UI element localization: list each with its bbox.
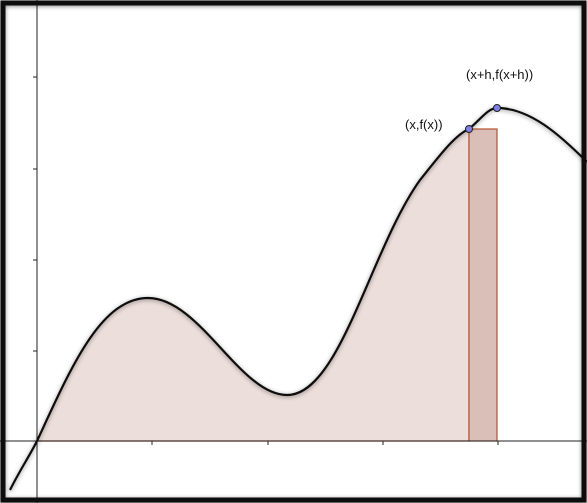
- point: [465, 125, 473, 133]
- point: [493, 104, 501, 112]
- ticks: [33, 76, 499, 445]
- area-under-curve: [37, 129, 469, 441]
- strip: [468, 128, 498, 442]
- point-label: (x+h,f(x+h)): [466, 67, 533, 82]
- point-label: (x,f(x)): [405, 117, 443, 132]
- curve: [9, 106, 587, 491]
